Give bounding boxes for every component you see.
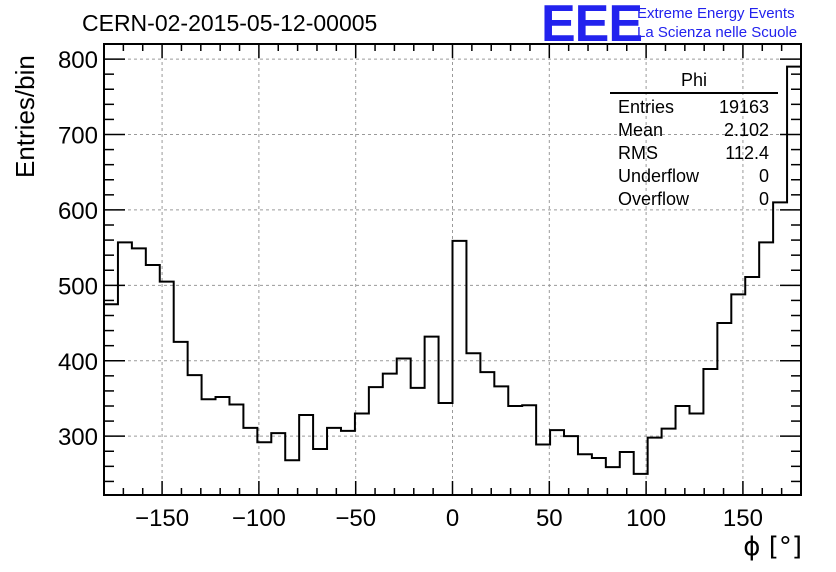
x-tick-label: 50	[536, 505, 563, 532]
logo-caption: Extreme Energy Events La Scienza nelle S…	[637, 4, 797, 42]
eee-logo: EEE	[541, 0, 643, 53]
stats-label: Overflow	[618, 189, 690, 209]
stats-value: 112.4	[725, 143, 769, 163]
x-tick-label: −150	[135, 505, 189, 532]
axis-ticks	[103, 43, 802, 495]
stats-row-entries: Entries 19163	[610, 96, 778, 119]
y-tick-label: 600	[58, 198, 98, 225]
y-tick-label: 300	[58, 424, 98, 451]
logo-caption-line2: La Scienza nelle Scuole	[637, 24, 798, 41]
stats-label: RMS	[618, 143, 658, 163]
stats-title: Phi	[610, 70, 778, 94]
y-tick-label: 400	[58, 349, 98, 376]
x-tick-label: 100	[626, 505, 666, 532]
stats-row-overflow: Overflow 0	[610, 188, 778, 211]
stats-row-rms: RMS 112.4	[610, 142, 778, 165]
y-tick-label: 500	[58, 273, 98, 300]
stats-label: Underflow	[618, 166, 700, 186]
x-tick-label: −100	[232, 505, 286, 532]
x-tick-label: 0	[446, 505, 459, 532]
stats-box: Phi Entries 19163 Mean 2.102 RMS 112.4 Unde…	[610, 70, 778, 211]
y-tick-label: 800	[58, 47, 98, 74]
stats-row-mean: Mean 2.102	[610, 119, 778, 142]
tick-labels: −150 −100 −50 0 50 100 150 300 400 500 600 700 800	[58, 47, 763, 532]
stats-value: 2.102	[723, 120, 769, 140]
histogram-line	[103, 65, 802, 495]
plot-title: CERN-02-2015-05-12-00005	[82, 10, 378, 36]
stats-value: 0	[758, 189, 769, 209]
x-tick-label: −50	[335, 505, 376, 532]
y-tick-label: 700	[58, 123, 98, 150]
stats-label: Mean	[618, 120, 664, 140]
stats-row-underflow: Underflow 0	[610, 165, 778, 188]
x-tick-label: 150	[723, 505, 763, 532]
logo-caption-line1: Extreme Energy Events	[637, 5, 795, 22]
y-axis-label: Entries/bin	[10, 55, 40, 178]
stats-value: 0	[758, 166, 769, 186]
x-axis-label: ϕ [°]	[743, 532, 802, 562]
stats-value: 19163	[718, 97, 769, 117]
stats-label: Entries	[618, 97, 675, 117]
